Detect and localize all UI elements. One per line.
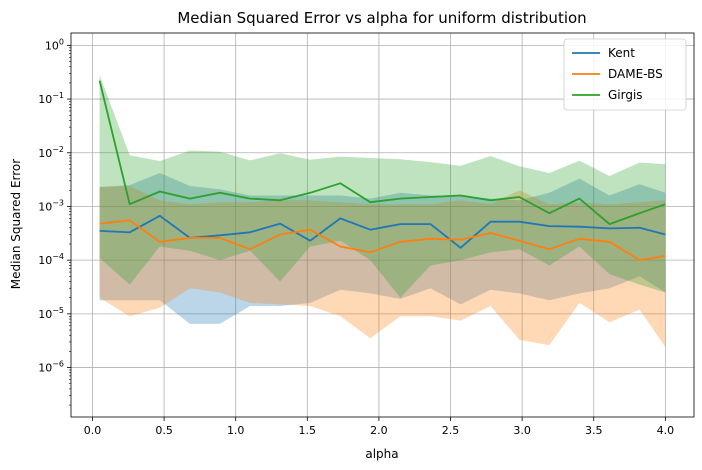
legend-label-kent: Kent [608, 46, 635, 60]
y-tick-label: 10−1 [38, 91, 64, 106]
grid [71, 33, 694, 417]
y-tick-label: 100 [45, 37, 64, 52]
x-tick-label: 0.0 [84, 424, 102, 437]
legend-box [563, 38, 687, 111]
x-axis-label: alpha [365, 447, 398, 461]
y-tick-label: 10−4 [38, 252, 64, 267]
uncertainty-bands [99, 75, 666, 348]
series-lines [98, 80, 666, 262]
girgis-line [98, 80, 666, 226]
chart-title: Median Squared Error vs alpha for unifor… [177, 9, 586, 27]
x-tick-label: 3.5 [585, 424, 603, 437]
x-tick-label: 1.5 [299, 424, 317, 437]
x-tick-label: 4.0 [657, 424, 675, 437]
legend-label-dame-bs: DAME-BS [608, 67, 663, 81]
x-tick-label: 3.0 [513, 424, 531, 437]
y-axis-label: Median Squared Error [9, 159, 23, 289]
plot-frame [70, 32, 695, 418]
x-tick-label: 1.0 [227, 424, 245, 437]
x-tick-label: 0.5 [155, 424, 173, 437]
dame-bs-band [99, 186, 666, 348]
x-axis-ticks: 0.0 0.5 1.0 1.5 2.0 2.5 3.0 3.5 4.0 [84, 417, 674, 437]
y-tick-label: 10−6 [38, 360, 64, 375]
legend: Kent DAME-BS Girgis [563, 38, 687, 111]
y-tick-label: 10−5 [38, 306, 64, 321]
y-axis-ticks: 10−6 10−5 10−4 10−3 10−2 10−1 100 [38, 37, 71, 406]
y-tick-label: 10−3 [38, 198, 64, 213]
x-tick-label: 2.0 [370, 424, 388, 437]
x-tick-label: 2.5 [442, 424, 460, 437]
dame-bs-line [99, 219, 666, 262]
legend-label-girgis: Girgis [608, 88, 643, 102]
y-tick-label: 10−2 [38, 145, 64, 160]
